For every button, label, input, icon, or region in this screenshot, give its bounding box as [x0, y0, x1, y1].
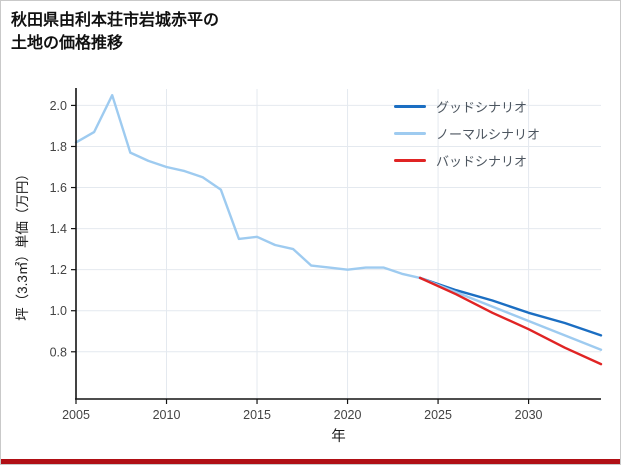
page-title: 秋田県由利本荘市岩城赤平の 土地の価格推移 — [11, 9, 219, 55]
x-tick-label: 2010 — [153, 408, 181, 422]
legend-swatch-good — [394, 104, 426, 109]
series-line-good — [418, 276, 603, 337]
y-tick-label: 0.8 — [50, 345, 67, 359]
y-tick-label: 1.6 — [50, 181, 67, 195]
series-line-bad — [418, 276, 603, 366]
y-tick-label: 1.0 — [50, 304, 67, 318]
x-tick-label: 2020 — [334, 408, 362, 422]
legend-item-normal: ノーマルシナリオ — [394, 120, 540, 147]
legend-label-good: グッドシナリオ — [436, 100, 528, 115]
legend-swatch-bad — [394, 158, 426, 163]
x-axis-label: 年 — [331, 428, 346, 445]
y-tick-label: 2.0 — [50, 99, 67, 113]
y-tick-label: 1.2 — [50, 263, 67, 277]
legend-label-normal: ノーマルシナリオ — [436, 127, 541, 142]
y-tick-label: 1.8 — [50, 140, 67, 154]
series-line-historical — [74, 93, 422, 280]
y-axis-label: 坪（3.3㎡）単価（万円） — [15, 167, 30, 321]
y-tick-label: 1.4 — [50, 222, 67, 236]
page-title-line2: 土地の価格推移 — [11, 35, 124, 53]
x-tick-label: 2025 — [424, 408, 452, 422]
series-line-normal — [418, 276, 603, 351]
chart-legend: グッドシナリオ ノーマルシナリオ バッドシナリオ — [394, 93, 540, 174]
legend-label-bad: バッドシナリオ — [436, 154, 528, 169]
x-tick-label: 2015 — [243, 408, 271, 422]
legend-item-bad: バッドシナリオ — [394, 147, 540, 174]
x-tick-label: 2030 — [515, 408, 543, 422]
page-title-line1: 秋田県由利本荘市岩城赤平の — [11, 12, 220, 29]
legend-item-good: グッドシナリオ — [394, 93, 540, 120]
legend-swatch-normal — [394, 131, 426, 136]
bottom-red-bar — [1, 459, 620, 464]
x-tick-label: 2005 — [62, 408, 90, 422]
